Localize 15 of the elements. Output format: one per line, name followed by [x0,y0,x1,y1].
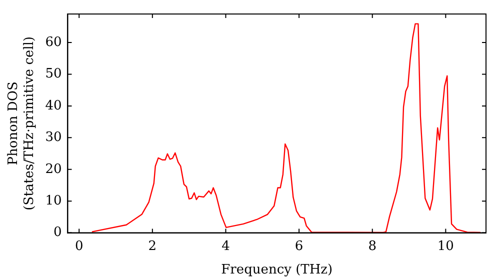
y-tick-label: 30 [45,130,62,146]
x-tick-label: 8 [368,238,377,254]
x-tick-label: 6 [294,238,304,254]
y-tick-label: 40 [45,98,62,114]
y-tick-label: 20 [45,162,62,177]
y-tick-label: 60 [45,34,62,50]
y-tick-label: 0 [53,225,62,240]
x-tick-label: 2 [148,238,157,254]
y-tick-label: 50 [45,66,62,82]
x-tick-label: 0 [74,238,84,254]
y-axis-title: Phonon DOS (States/THz·primitive cell) [6,36,37,210]
x-axis-title: Frequency (THz) [221,262,333,278]
x-tick-label: 10 [437,238,454,254]
x-tick-label: 4 [222,238,230,254]
y-tick-label: 10 [45,193,62,208]
